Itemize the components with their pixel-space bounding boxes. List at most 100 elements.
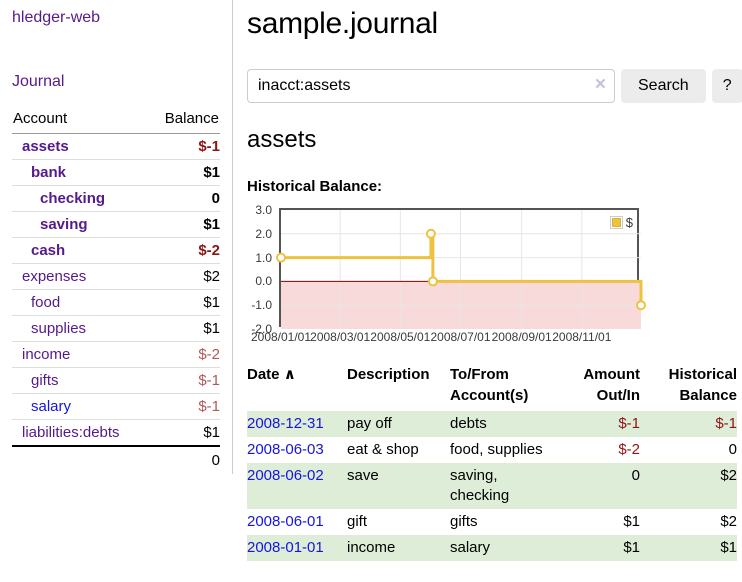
- account-row: salary $-1: [12, 393, 220, 420]
- sidebar-account-link[interactable]: income: [22, 346, 71, 363]
- transaction-amount: $1: [568, 535, 640, 561]
- transaction-date-link[interactable]: 2008-12-31: [247, 415, 324, 432]
- main-content: sample.journal × Search ? assets Histori…: [233, 0, 742, 561]
- transaction-amount: 0: [568, 463, 640, 509]
- transaction-accounts: saving, checking: [450, 463, 568, 509]
- transaction-balance: $2: [720, 513, 737, 530]
- register-row: 2008-06-03 eat & shop food, supplies $-2 0: [247, 437, 737, 463]
- account-balance: $-1: [198, 138, 220, 155]
- sidebar-account-link[interactable]: expenses: [22, 268, 87, 285]
- accounts-header-balance: Balance: [148, 108, 220, 134]
- account-balance: $-1: [148, 367, 220, 394]
- account-balance: $1: [148, 419, 220, 446]
- account-balance: $1: [148, 289, 220, 316]
- search-form: × Search ?: [247, 69, 742, 103]
- transaction-amount: $1: [623, 513, 640, 530]
- account-balance: $1: [148, 159, 220, 186]
- account-row: cash $-2: [12, 237, 220, 264]
- chart-title: Historical Balance:: [247, 178, 383, 195]
- data-point-marker: [425, 228, 436, 239]
- sidebar-account-link[interactable]: assets: [22, 138, 69, 155]
- historical-balance-chart: 3.0 2.0 1.0 0.0 -1.0 -2.0 $ 2008/01/01 2008/03…: [247, 203, 646, 347]
- transaction-accounts: gifts: [450, 513, 478, 530]
- transaction-accounts: debts: [450, 411, 568, 437]
- account-balance: $2: [148, 263, 220, 290]
- account-row: liabilities:debts $1: [12, 419, 220, 446]
- transaction-amount: $-2: [618, 441, 640, 458]
- register-tbody: 2008-12-31 pay off debts $-1 $-1 2008-06-03 ea…: [247, 411, 737, 561]
- account-row: expenses $2: [12, 263, 220, 290]
- register-header-accounts: To/From Account(s): [450, 366, 529, 404]
- transaction-accounts: food, supplies: [450, 441, 543, 458]
- register-header-date[interactable]: Date ∧: [247, 366, 296, 383]
- x-tick-label: 2008/03/01: [310, 330, 371, 344]
- account-row: checking 0: [12, 185, 220, 212]
- sidebar-account-link[interactable]: saving: [40, 216, 88, 233]
- help-button[interactable]: ?: [711, 69, 742, 103]
- y-tick-label: 3.0: [255, 203, 272, 217]
- account-balance: 0: [148, 185, 220, 212]
- search-box: ×: [247, 69, 615, 103]
- accounts-total-row: 0: [12, 445, 220, 474]
- sidebar-account-link[interactable]: cash: [31, 242, 66, 259]
- sidebar-item-journal[interactable]: Journal: [12, 73, 65, 90]
- register-row: 2008-01-01 income salary $1 $1: [247, 535, 737, 561]
- account-balance: $-2: [148, 237, 220, 264]
- accounts-table-header: Account Balance: [12, 108, 220, 134]
- sidebar-account-link[interactable]: gifts: [31, 372, 59, 389]
- sidebar-account-link[interactable]: supplies: [31, 320, 87, 337]
- register-row: 2008-12-31 pay off debts $-1 $-1: [247, 411, 737, 437]
- sidebar-account-link[interactable]: salary: [31, 398, 72, 415]
- transaction-date-link[interactable]: 2008-06-03: [247, 441, 324, 458]
- transaction-balance: 0: [728, 441, 737, 458]
- y-tick-label: 0.0: [255, 274, 272, 289]
- sidebar-account-link[interactable]: bank: [31, 164, 67, 181]
- x-axis-labels: 2008/01/01 2008/03/01 2008/05/01 2008/07/01…: [251, 330, 643, 347]
- transaction-date-link[interactable]: 2008-06-02: [247, 467, 324, 484]
- transaction-balance: $1: [640, 535, 737, 561]
- transaction-description: pay off: [347, 411, 450, 437]
- register-header-balance: Historical Balance: [668, 366, 737, 404]
- x-tick-label: 2008/11/01: [552, 330, 612, 344]
- sidebar-account-link[interactable]: checking: [40, 190, 106, 207]
- account-row: income $-2: [12, 341, 220, 368]
- sidebar-account-link[interactable]: liabilities:debts: [22, 424, 120, 441]
- sidebar-account-link[interactable]: food: [31, 294, 61, 311]
- y-tick-label: -1.0: [251, 298, 272, 313]
- y-tick-label: 2.0: [255, 226, 272, 241]
- accounts-total-spacer: [12, 445, 149, 474]
- y-tick-label: 1.0: [255, 250, 272, 265]
- legend-label: $: [625, 215, 633, 230]
- search-button[interactable]: Search: [621, 69, 706, 103]
- account-heading: assets: [247, 126, 317, 153]
- register-table: Date ∧ Description To/From Account(s) Am…: [247, 363, 737, 561]
- y-tick-label: -2.0: [251, 322, 272, 336]
- transaction-amount: $-1: [568, 411, 640, 437]
- chart-legend: $: [609, 215, 633, 230]
- accounts-table: Account Balance assets $-1 bank $1 checking 0…: [12, 108, 220, 474]
- register-row: 2008-06-01 gift gifts $1 $2: [247, 509, 737, 535]
- data-point-marker: [427, 276, 438, 287]
- transaction-date-link[interactable]: 2008-01-01: [247, 539, 324, 556]
- y-axis-labels: 3.0 2.0 1.0 0.0 -1.0 -2.0: [247, 203, 274, 336]
- account-row: supplies $1: [12, 315, 220, 342]
- account-row: assets $-1: [12, 134, 220, 160]
- balance-chart-svg: [276, 210, 646, 329]
- clear-search-icon[interactable]: ×: [594, 74, 606, 95]
- register-row: 2008-06-02 save saving, checking 0 $2: [247, 463, 737, 509]
- account-row: bank $1: [12, 159, 220, 186]
- account-balance: $1: [148, 315, 220, 342]
- x-tick-label: 2008/01/01: [250, 330, 312, 344]
- transaction-date-link[interactable]: 2008-06-01: [247, 513, 324, 530]
- chart-plot-area: $: [276, 208, 646, 329]
- transaction-balance: $2: [640, 463, 737, 509]
- data-point-marker: [276, 252, 286, 263]
- account-balance: $1: [148, 211, 220, 238]
- app-title-link[interactable]: hledger-web: [12, 9, 101, 26]
- sort-asc-icon: ∧: [283, 366, 296, 383]
- search-input[interactable]: [247, 69, 615, 103]
- account-balance: $-1: [148, 393, 220, 420]
- legend-swatch-icon: [609, 216, 623, 229]
- account-row: saving $1: [12, 211, 220, 238]
- register-header-amount: Amount Out/In: [583, 366, 640, 404]
